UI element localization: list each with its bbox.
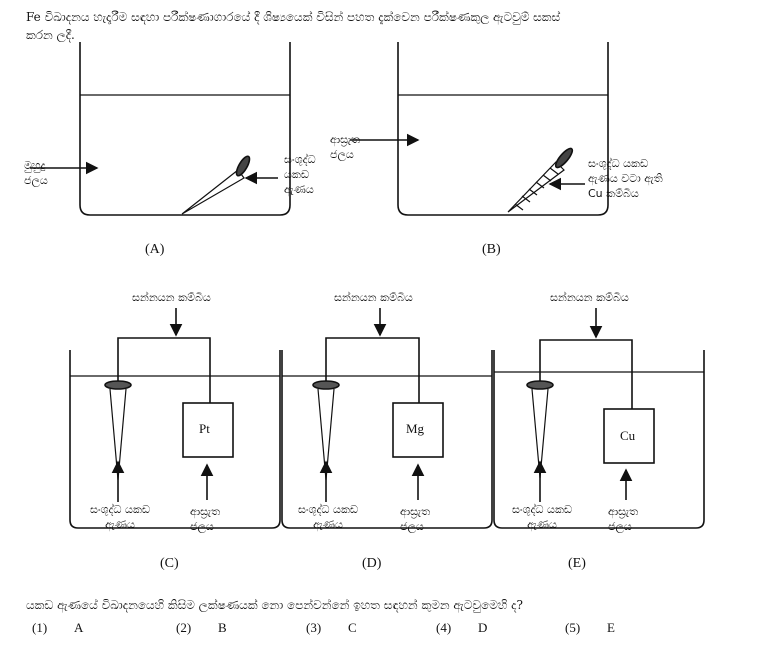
beaker-e <box>493 308 705 529</box>
label-d-water: ආස්‍රැත ජලය <box>400 505 431 533</box>
label-e-water: ආස්‍රැත ජලය <box>608 505 639 533</box>
caption-b: (B) <box>482 242 501 257</box>
question-line-2: කරන ලදී. <box>26 28 75 42</box>
label-c-water: ආස්‍රැත ජලය <box>190 505 221 533</box>
caption-d: (D) <box>362 556 382 571</box>
label-d-nail: සංශුද්ධ යකඩ ඇණය <box>297 503 359 531</box>
question-prompt: යකඩ ඇණයේ විඛාදනයෙහි කිසිම ලක්ෂණයක් නො පෙ… <box>26 598 523 612</box>
label-a-nail: සංශුද්ධ යකඩ ඇණය <box>284 153 316 196</box>
caption-a: (A) <box>145 242 165 257</box>
metal-e: Cu <box>620 428 636 443</box>
label-c-wire: සන්නයන කම්බිය <box>132 291 211 304</box>
option-4[interactable]: (4) D <box>436 620 488 635</box>
label-c-nail: සංශුද්ධ යකඩ ඇණය <box>89 503 151 531</box>
beaker-d <box>281 308 493 529</box>
beaker-a <box>30 42 291 216</box>
caption-c: (C) <box>160 556 179 571</box>
label-d-wire: සන්නයන කම්බිය <box>334 291 413 304</box>
option-2[interactable]: (2) B <box>176 620 227 635</box>
metal-d: Mg <box>406 421 425 436</box>
beaker-c <box>69 308 281 529</box>
question-line-1: Fe විඛාදනය හැදෑරීම සඳහා පරීක්ෂණාගාරයේ දී… <box>26 10 561 24</box>
option-5[interactable]: (5) E <box>565 620 615 635</box>
option-3[interactable]: (3) C <box>306 620 357 635</box>
label-a-water: මුහුදු ජලය <box>24 159 48 187</box>
label-b-water: ආස්‍රැත ජලය <box>330 133 361 161</box>
label-e-wire: සන්නයන කම්බිය <box>550 291 629 304</box>
label-e-nail: සංශුද්ධ යකඩ ඇණය <box>511 503 573 531</box>
option-1[interactable]: (1) A <box>32 620 84 635</box>
label-b-nail: සංශුද්ධ යකඩ ඇණය වටා ඇති Cu කම්බිය <box>588 157 663 200</box>
beaker-b <box>350 42 609 216</box>
caption-e: (E) <box>568 556 586 571</box>
metal-c: Pt <box>199 421 210 436</box>
